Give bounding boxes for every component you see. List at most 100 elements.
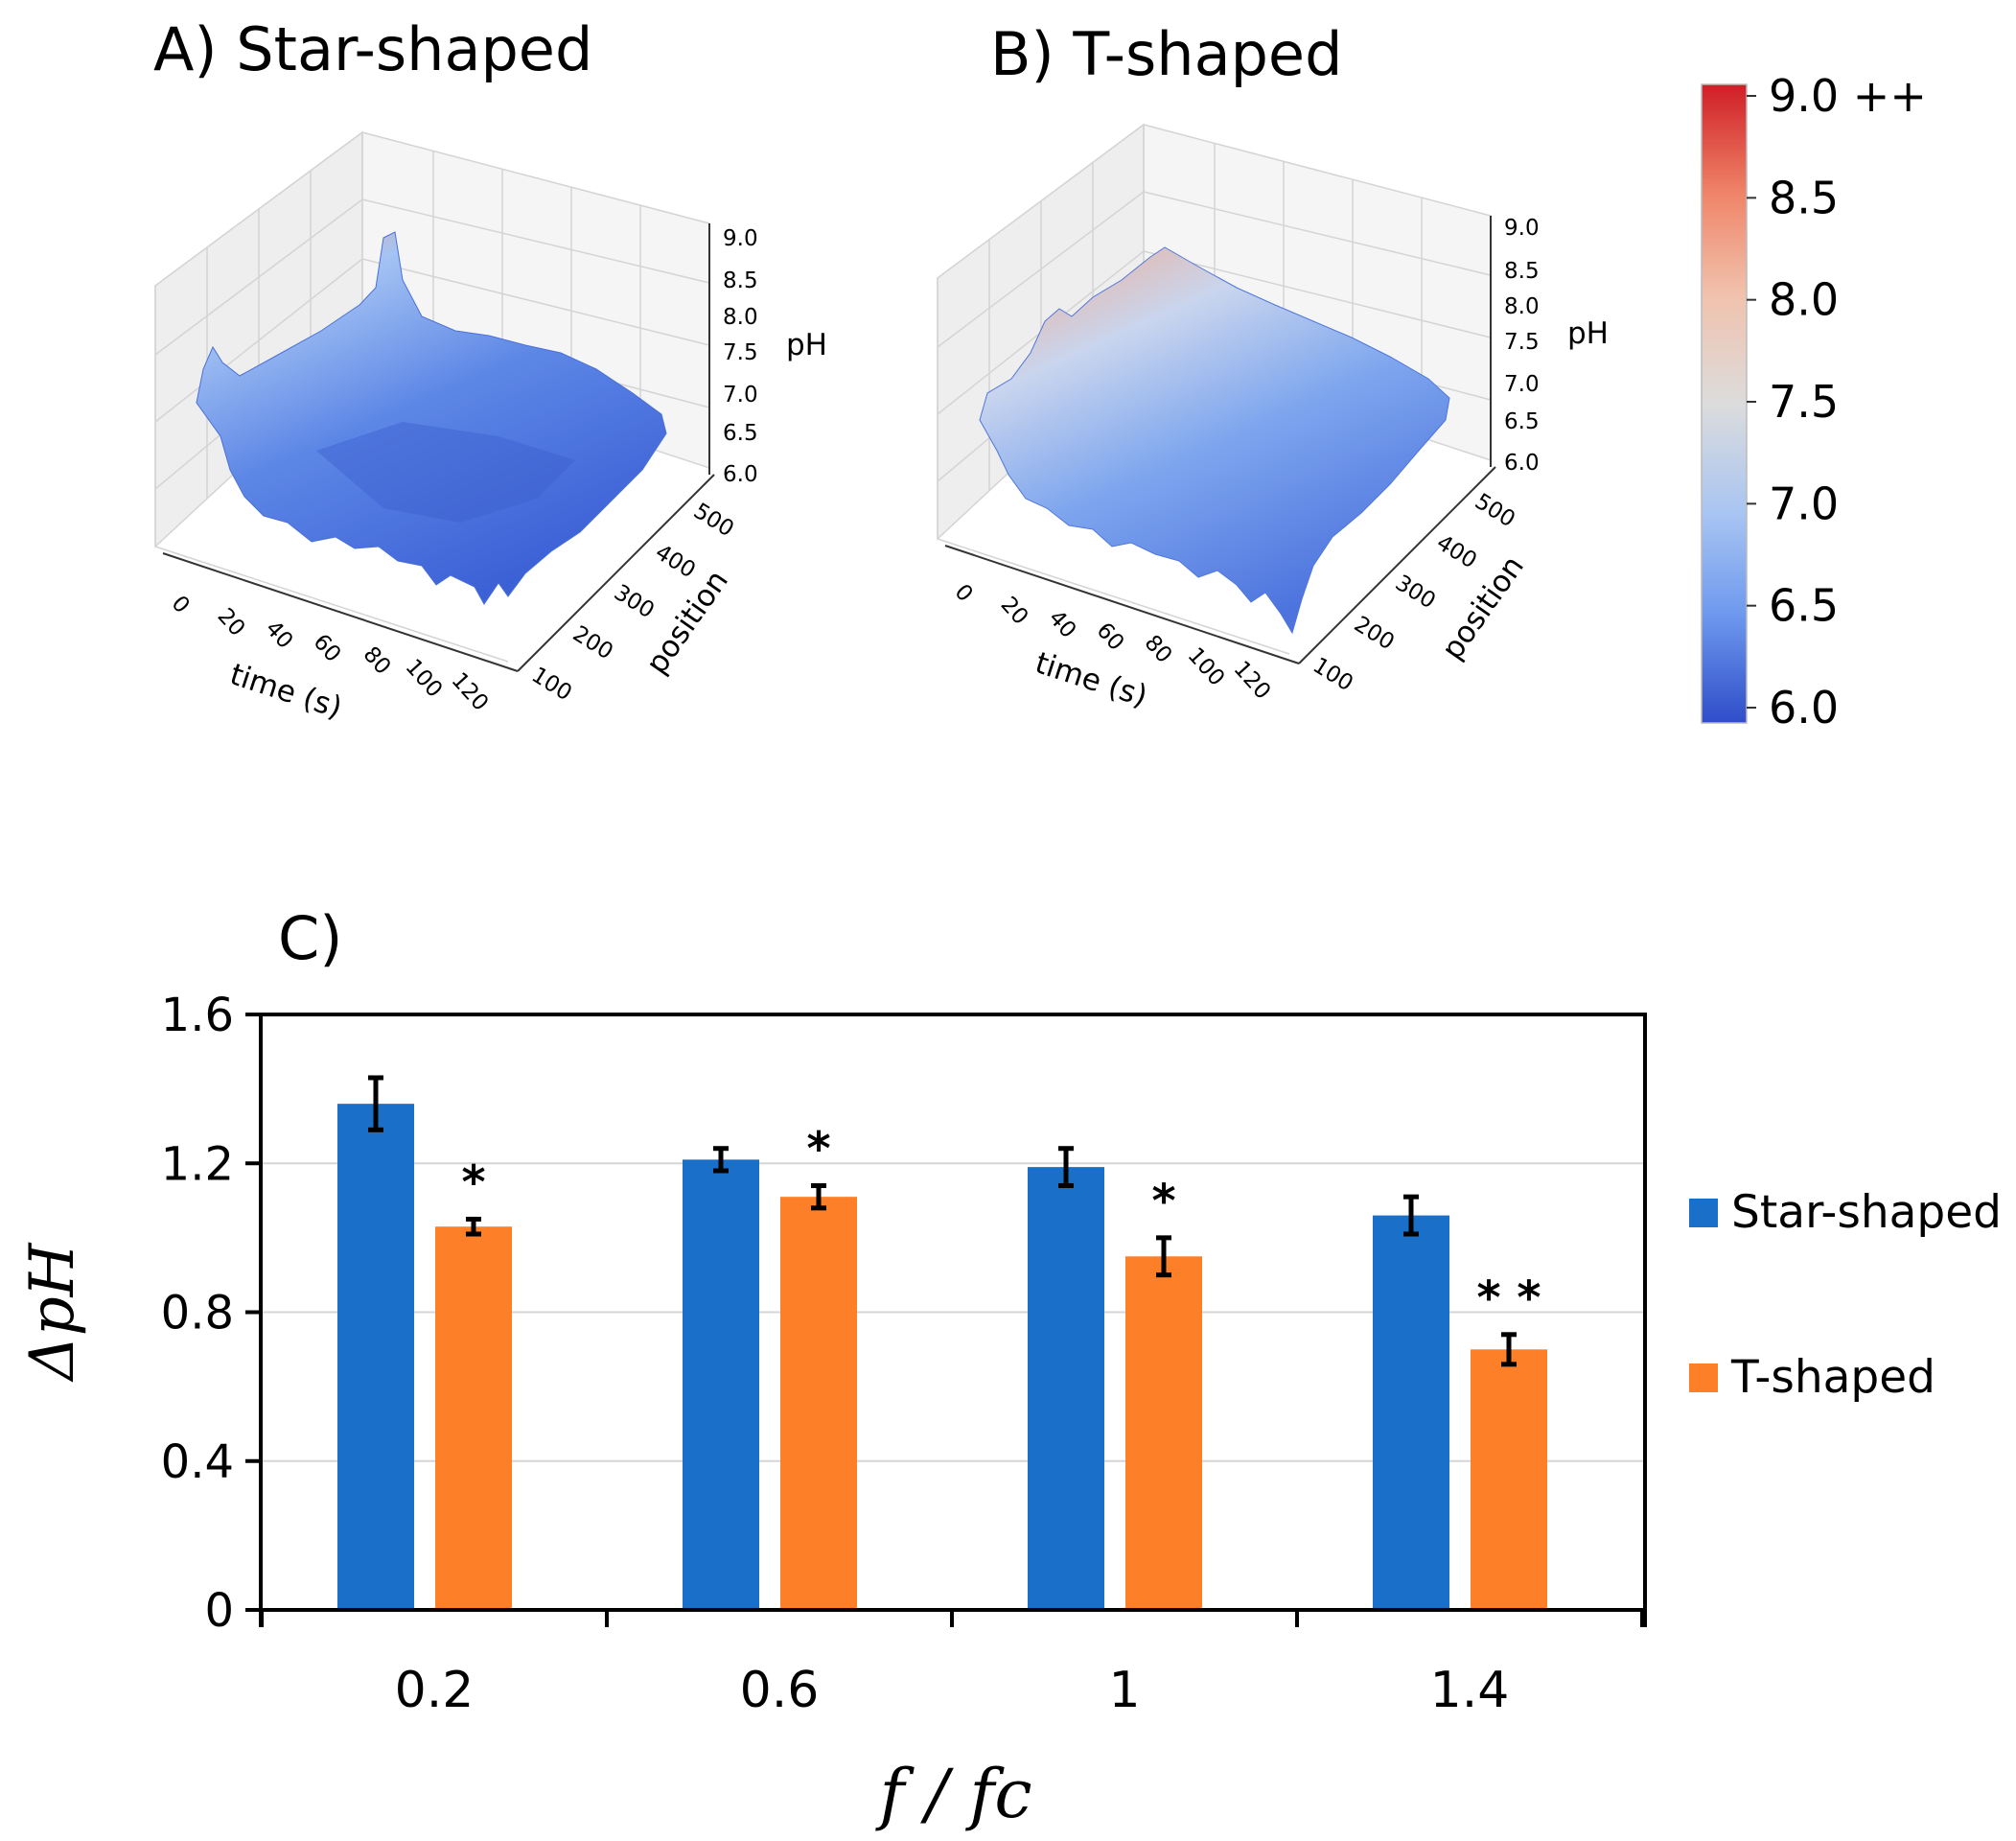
panel-b-3d-plot: B) T-shaped 9.0 8.5 8.0 7.5 (936, 19, 1609, 714)
significance-mark: * (461, 1155, 485, 1209)
panel-b-axis-lines (944, 216, 1496, 664)
z-tick-label: 8.0 (1504, 294, 1540, 319)
panel-a-ph-trough (316, 422, 575, 523)
y-axis-label: ΔpH (17, 1242, 88, 1383)
x-tick-label: 120 (447, 668, 494, 716)
panel-a-z-ticks: 9.0 8.5 8.0 7.5 7.0 6.5 6.0 (723, 226, 758, 487)
panel-a-axis-lines (162, 223, 715, 672)
colorbar-tick-label: 9.0 ++ (1769, 70, 1927, 122)
panel-b-ph-surface (979, 246, 1450, 635)
z-tick-label: 7.0 (1504, 372, 1540, 397)
x-tick-label: 120 (1229, 657, 1276, 705)
significance-marks: * * * * * (461, 1123, 1541, 1325)
bar-star-shaped-1.4 (1373, 1215, 1449, 1610)
panel-a-title: A) Star-shaped (153, 14, 592, 84)
panel-b-z-ticks: 9.0 8.5 8.0 7.5 7.0 6.5 6.0 (1504, 216, 1540, 476)
y-tick-label: 1.2 (161, 1137, 234, 1191)
error-bar (1501, 1332, 1517, 1367)
panel-c-label: C) (278, 903, 342, 973)
z-tick-label: 8.5 (1504, 259, 1540, 284)
x-tick-label: 60 (1092, 618, 1129, 656)
colorbar-tick-label: 8.0 (1769, 274, 1839, 326)
z-tick-label: 6.5 (1504, 409, 1540, 434)
x-tick-label: 80 (1140, 631, 1177, 668)
legend-label: Star-shaped (1731, 1186, 2002, 1239)
panel-a-z-label: pH (786, 328, 827, 362)
x-tick-label: 40 (261, 617, 298, 654)
error-bar (368, 1075, 383, 1132)
y-axis-ticks: 0 0.4 0.8 1.2 1.6 (161, 989, 261, 1638)
panel-b-title: B) T-shaped (990, 19, 1342, 89)
error-bar (713, 1146, 729, 1174)
z-tick-label: 6.0 (723, 462, 758, 487)
x-tick-label: 1 (1108, 1662, 1140, 1719)
bar-star-shaped-1 (1028, 1167, 1104, 1610)
error-bar (1058, 1146, 1074, 1189)
y-tick-label: 0 (204, 1584, 234, 1638)
y-tick-label: 100 (527, 663, 576, 706)
x-tick-label: 100 (401, 655, 448, 703)
z-tick-label: 8.5 (723, 268, 758, 293)
bar-star-shaped-0.2 (337, 1104, 414, 1610)
z-tick-label: 9.0 (1504, 216, 1540, 241)
significance-mark: * (1151, 1175, 1175, 1228)
error-bar (1156, 1235, 1171, 1278)
x-axis-label: f / fc (874, 1755, 1031, 1833)
panel-b-z-label: pH (1567, 316, 1609, 351)
x-tick-label: 20 (996, 593, 1033, 630)
colorbar-tick-label: 8.5 (1769, 172, 1839, 223)
x-tick-label: 0 (950, 580, 978, 607)
x-tick-label: 1.4 (1430, 1662, 1510, 1719)
z-tick-label: 6.5 (723, 421, 758, 446)
y-tick-label: 200 (1350, 612, 1399, 655)
y-tick-label: 0.4 (161, 1435, 234, 1489)
x-tick-label: 0.6 (740, 1662, 820, 1719)
y-tick-label: 300 (610, 580, 659, 623)
colorbar-gradient (1701, 83, 1748, 724)
panel-b-y-label: position (1435, 549, 1531, 665)
legend: Star-shaped T-shaped (1689, 1186, 2002, 1404)
error-bar (466, 1216, 481, 1237)
colorbar-ticks: 9.0 ++ 8.5 8.0 7.5 7.0 6.5 6.0 (1747, 70, 1927, 734)
legend-swatch (1689, 1199, 1718, 1227)
x-tick-label: 20 (213, 604, 250, 641)
panel-a-3d-plot: A) Star-shaped 9.0 8.5 8.0 7 (153, 14, 827, 726)
colorbar-tick-label: 6.5 (1769, 580, 1839, 632)
z-tick-label: 8.0 (723, 305, 758, 330)
bar-t-shaped-0.2 (435, 1226, 512, 1610)
error-bars (368, 1075, 1517, 1367)
bar-star-shaped-0.6 (683, 1159, 759, 1610)
panel-c-bar-chart: C) * * * * * 0 0.4 0.8 1.2 1.6 0.2 0.6 1 1.4 ΔpH f… (17, 903, 2002, 1833)
x-tick-label: 40 (1044, 606, 1081, 643)
significance-mark: * (806, 1123, 830, 1177)
z-tick-label: 7.0 (723, 383, 758, 408)
legend-swatch (1689, 1363, 1718, 1392)
legend-label: T-shaped (1730, 1351, 1935, 1404)
x-tick-label: 100 (1183, 643, 1230, 691)
colorbar-tick-label: 7.5 (1769, 376, 1839, 428)
z-tick-label: 7.5 (723, 340, 758, 365)
panel-a-x-label: time (s) (226, 657, 346, 725)
x-axis-ticks: 0.2 0.6 1 1.4 (259, 1610, 1647, 1719)
x-tick-label: 80 (359, 642, 396, 680)
colorbar-tick-label: 6.0 (1769, 682, 1839, 734)
panel-b-x-label: time (s) (1031, 645, 1151, 713)
panel-a-ph-surface (196, 231, 667, 605)
x-tick-label: 0 (167, 592, 195, 618)
error-bar (1403, 1194, 1419, 1237)
z-tick-label: 9.0 (723, 226, 758, 251)
bar-t-shaped-0.6 (780, 1197, 857, 1610)
y-tick-label: 100 (1309, 653, 1357, 696)
bar-t-shaped-1.4 (1471, 1349, 1547, 1610)
y-tick-label: 500 (1471, 489, 1519, 532)
colorbar: 9.0 ++ 8.5 8.0 7.5 7.0 6.5 6.0 (1701, 70, 1927, 734)
z-tick-label: 6.0 (1504, 451, 1540, 476)
y-tick-label: 400 (651, 540, 700, 583)
bars (337, 1104, 1547, 1610)
x-tick-label: 60 (309, 630, 346, 667)
bar-t-shaped-1 (1125, 1256, 1202, 1610)
y-tick-label: 400 (1432, 530, 1481, 573)
y-tick-label: 500 (689, 499, 738, 542)
significance-mark: * * (1477, 1271, 1541, 1325)
colorbar-tick-label: 7.0 (1769, 478, 1839, 529)
